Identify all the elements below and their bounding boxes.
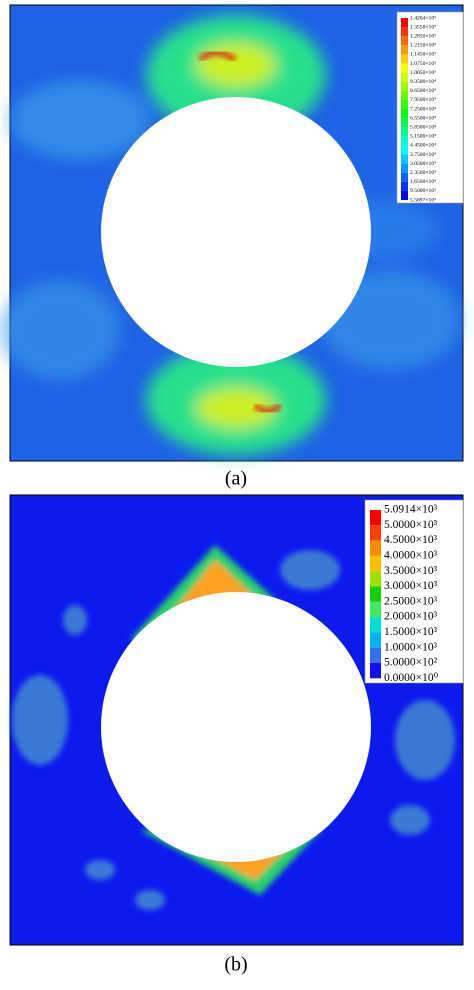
legend-label: 1.0750×10⁵	[410, 61, 436, 67]
legend-swatch	[401, 27, 408, 37]
legend-label: 3.5000×10³	[384, 565, 438, 577]
legend-label: 1.2850×10⁵	[410, 33, 436, 39]
legend-label: 1.6500×10⁴	[410, 179, 436, 185]
legend-swatch	[401, 36, 408, 46]
legend-label: 4.0000×10³	[384, 550, 438, 562]
legend-label: 1.4204×10⁵	[410, 15, 436, 21]
legend-label: 5.5697×10³	[410, 197, 436, 203]
legend-swatch	[370, 632, 381, 648]
legend-swatch	[370, 555, 381, 572]
caption: (b)	[224, 954, 247, 976]
legend-label: 5.1500×10⁴	[410, 134, 436, 140]
legend-swatch	[401, 154, 408, 164]
legend-swatch	[401, 163, 408, 173]
legend-label: 5.0000×10²	[384, 657, 438, 669]
legend-label: 1.0050×10⁵	[410, 70, 436, 76]
legend-label: 5.8500×10⁴	[410, 124, 436, 130]
legend-swatch	[370, 510, 381, 526]
legend-label: 3.0500×10⁴	[410, 161, 436, 167]
legend-swatch	[401, 190, 408, 200]
legend-label: 0.0000×10⁰	[384, 672, 439, 684]
legend-swatch	[401, 145, 408, 155]
legend-label: 2.5000×10³	[384, 595, 438, 607]
legend-swatch	[370, 586, 381, 602]
panel-a	[0, 4, 464, 462]
legend-swatch	[370, 525, 381, 541]
legend-swatch	[401, 81, 408, 91]
legend-swatch	[401, 45, 408, 55]
legend-swatch	[401, 90, 408, 100]
legend-label: 1.3550×10⁵	[410, 24, 436, 30]
legend-label: 2.0000×10³	[384, 611, 438, 623]
legend-swatch	[401, 127, 408, 137]
legend-label: 9.5000×10³	[410, 188, 436, 194]
legend-label: 1.0000×10³	[384, 641, 438, 653]
legend-swatch	[370, 647, 381, 663]
legend-label: 9.3500×10⁴	[410, 79, 436, 85]
legend-swatch	[370, 571, 381, 587]
panel-b	[9, 494, 464, 946]
legend-swatch	[401, 99, 408, 109]
legend-label: 5.0000×10³	[384, 519, 438, 531]
legend-swatch	[401, 18, 408, 28]
legend-label: 4.4500×10⁴	[410, 143, 436, 149]
legend-swatch	[401, 136, 408, 146]
legend-label: 4.5000×10³	[384, 534, 438, 546]
legend-label: 2.3500×10⁴	[410, 170, 436, 176]
legend-swatch	[370, 601, 381, 618]
legend-swatch	[370, 663, 381, 679]
legend-swatch	[401, 63, 408, 73]
caption: (a)	[225, 468, 247, 490]
legend-swatch	[370, 540, 381, 556]
legend-swatch	[401, 172, 408, 182]
legend-swatch	[370, 617, 381, 633]
legend-label: 1.2150×10⁵	[410, 43, 436, 49]
legend-swatch	[401, 181, 408, 191]
legend-swatch	[401, 118, 408, 128]
legend-label: 7.9500×10⁴	[410, 97, 436, 103]
legend-label: 1.1450×10⁵	[410, 52, 436, 58]
legend-swatch	[401, 109, 408, 119]
legend-swatch	[401, 54, 408, 64]
legend-label: 3.0000×10³	[384, 580, 438, 592]
legend-label: 8.6500×10⁴	[410, 88, 436, 94]
legend-label: 7.2500×10⁴	[410, 106, 436, 112]
legend-label: 6.5500×10⁴	[410, 115, 436, 121]
legend-label: 3.7500×10⁴	[410, 152, 436, 158]
legend-label: 5.0914×10³	[384, 504, 438, 516]
legend-label: 1.5000×10³	[384, 626, 438, 638]
legend-swatch	[401, 72, 408, 82]
